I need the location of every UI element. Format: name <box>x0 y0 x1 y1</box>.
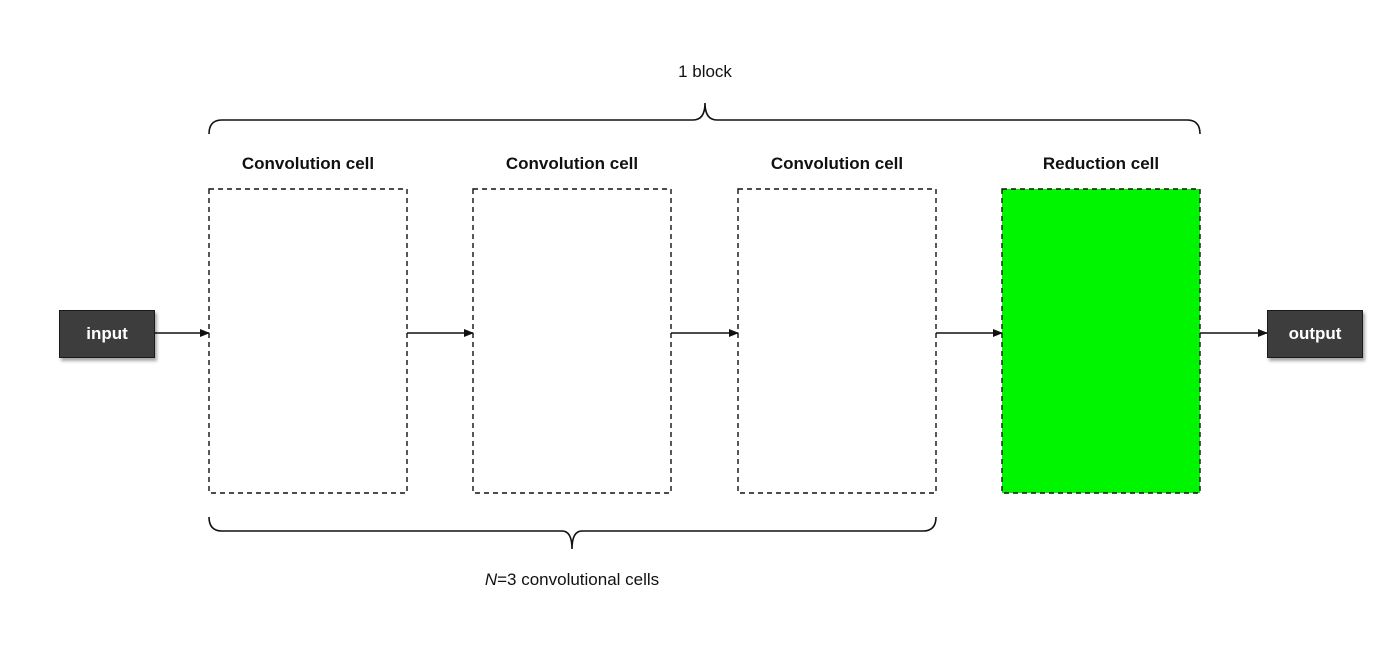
n-variable: N <box>484 570 498 589</box>
convolution-cell-box-1 <box>208 188 408 494</box>
cell-title-2: Convolution cell <box>505 154 639 173</box>
top-brace <box>208 102 1201 135</box>
block-label: 1 block <box>678 62 732 81</box>
input-node: input <box>59 310 155 358</box>
cell-title-3: Convolution cell <box>770 154 904 173</box>
output-node: output <box>1267 310 1363 358</box>
bottom-brace <box>208 516 937 550</box>
convolution-cell-box-2 <box>472 188 672 494</box>
reduction-cell-box <box>1001 188 1201 494</box>
convolution-cell-box-3 <box>737 188 937 494</box>
reduction-cell-title: Reduction cell <box>1042 154 1160 173</box>
cell-title-1: Convolution cell <box>241 154 375 173</box>
n-count-text: =3 convolutional cells <box>497 570 660 589</box>
convolutional-cells-count-label: N=3 convolutional cells <box>485 570 659 590</box>
